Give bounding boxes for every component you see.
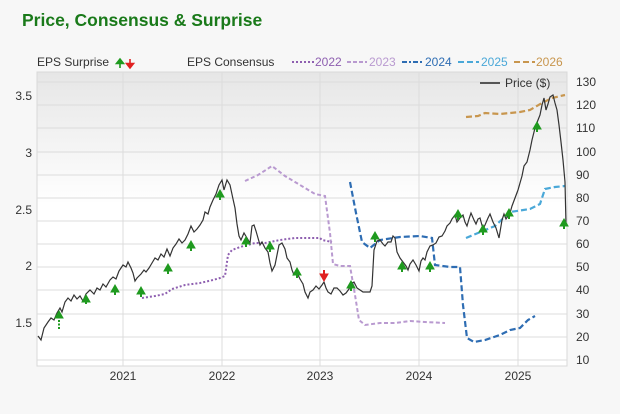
legend-2023: 2023 bbox=[369, 55, 396, 69]
right-tick-100: 100 bbox=[576, 145, 596, 159]
grid-vertical bbox=[122, 72, 519, 366]
right-tick-120: 120 bbox=[576, 98, 596, 112]
price-legend: Price ($) bbox=[480, 76, 550, 90]
up-arrow-icon bbox=[504, 207, 514, 219]
up-arrow-icon bbox=[54, 309, 64, 329]
right-tick-20: 20 bbox=[576, 330, 590, 344]
right-tick-60: 60 bbox=[576, 237, 590, 251]
up-arrow-icon bbox=[532, 120, 542, 132]
up-arrow-icon bbox=[215, 188, 225, 200]
up-arrow-icon bbox=[163, 262, 173, 274]
surprise-up-markers bbox=[54, 120, 569, 329]
up-arrow-icon bbox=[478, 223, 488, 235]
up-arrow-icon bbox=[186, 239, 196, 251]
left-tick-3: 3 bbox=[25, 146, 32, 160]
series-2024 bbox=[348, 181, 536, 344]
chart-title: Price, Consensus & Surprise bbox=[22, 10, 263, 30]
right-tick-40: 40 bbox=[576, 283, 590, 297]
series-price bbox=[37, 94, 567, 342]
down-arrow-icon bbox=[319, 270, 329, 283]
right-tick-110: 110 bbox=[576, 121, 595, 135]
legend-2024: 2024 bbox=[425, 55, 452, 69]
x-tick-2022: 2022 bbox=[209, 369, 236, 383]
legend-eps-surprise: EPS Surprise bbox=[37, 55, 109, 69]
right-tick-70: 70 bbox=[576, 214, 590, 228]
x-axis: 2021 2022 2023 2024 2025 bbox=[110, 369, 532, 383]
legend-2022: 2022 bbox=[315, 55, 342, 69]
legend-2026: 2026 bbox=[536, 55, 563, 69]
x-tick-2021: 2021 bbox=[110, 369, 137, 383]
up-arrow-icon bbox=[114, 57, 126, 68]
up-arrow-icon bbox=[453, 208, 463, 220]
right-tick-30: 30 bbox=[576, 307, 590, 321]
right-tick-90: 90 bbox=[576, 168, 590, 182]
x-tick-2025: 2025 bbox=[505, 369, 532, 383]
up-arrow-icon bbox=[265, 240, 275, 252]
right-tick-10: 10 bbox=[576, 353, 590, 367]
up-arrow-icon bbox=[559, 217, 569, 229]
left-tick-2: 2 bbox=[25, 259, 32, 273]
left-tick-1.5: 1.5 bbox=[15, 316, 32, 330]
surprise-down-markers bbox=[319, 270, 329, 283]
up-arrow-icon bbox=[241, 235, 251, 247]
up-arrow-icon bbox=[136, 285, 146, 297]
series-2023 bbox=[244, 164, 446, 327]
grid-horizontal bbox=[37, 81, 567, 361]
legend-eps-consensus: EPS Consensus bbox=[187, 55, 274, 69]
right-axis: 130 120 110 100 90 80 70 60 50 40 30 20 … bbox=[576, 75, 596, 367]
left-tick-2.5: 2.5 bbox=[15, 203, 32, 217]
up-arrow-icon bbox=[292, 266, 302, 278]
legend-2025: 2025 bbox=[481, 55, 508, 69]
price-legend-label: Price ($) bbox=[505, 76, 550, 90]
up-arrow-icon bbox=[110, 283, 120, 295]
right-tick-130: 130 bbox=[576, 75, 596, 89]
up-arrow-icon bbox=[81, 293, 91, 304]
x-tick-2024: 2024 bbox=[406, 369, 433, 383]
right-tick-50: 50 bbox=[576, 260, 590, 274]
up-arrow-icon bbox=[346, 279, 356, 291]
left-tick-3.5: 3.5 bbox=[15, 89, 32, 103]
x-tick-2023: 2023 bbox=[307, 369, 334, 383]
right-tick-80: 80 bbox=[576, 191, 590, 205]
left-axis: 3.5 3 2.5 2 1.5 bbox=[15, 89, 32, 330]
up-arrow-icon bbox=[425, 260, 435, 272]
up-arrow-icon bbox=[397, 260, 407, 272]
up-arrow-icon bbox=[370, 230, 380, 242]
down-arrow-icon bbox=[124, 59, 136, 70]
legend: EPS Surprise EPS Consensus 2022 2023 202… bbox=[37, 55, 563, 70]
